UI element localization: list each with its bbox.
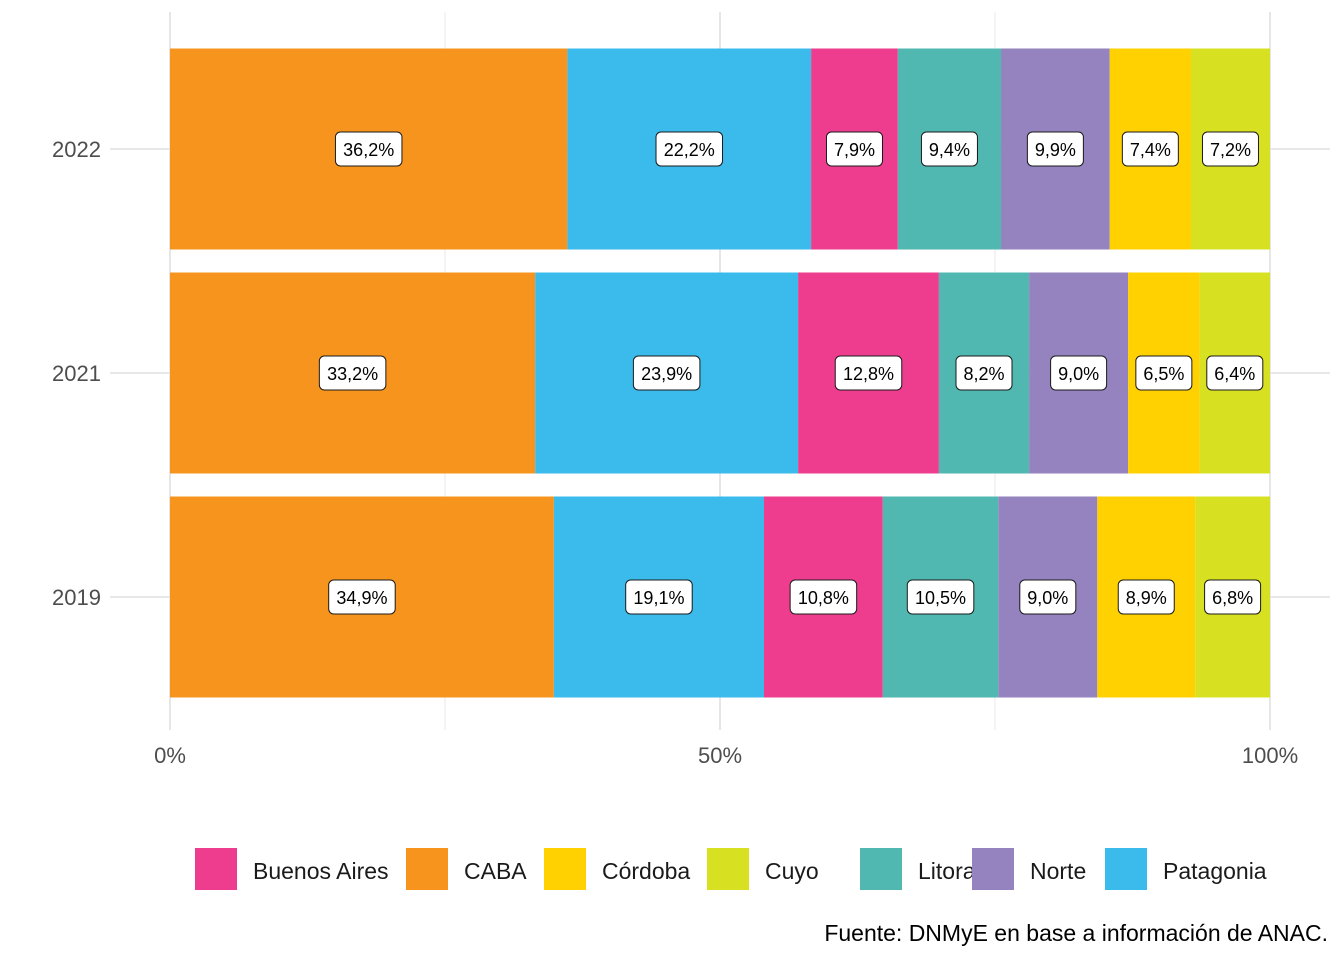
data-label-2019: 8,9% — [1117, 579, 1175, 615]
data-label-text: 34,9% — [336, 588, 387, 608]
data-label-2021: 23,9% — [632, 355, 701, 391]
data-label-text: 7,4% — [1130, 140, 1171, 160]
data-label-2022: 7,9% — [825, 131, 883, 167]
y-tick-label: 2022 — [52, 137, 101, 162]
legend-label: Buenos Aires — [253, 858, 389, 884]
x-tick-label: 100% — [1242, 743, 1298, 768]
data-label-text: 7,9% — [834, 140, 875, 160]
data-label-2019: 10,8% — [789, 579, 858, 615]
legend-label: Litoral — [918, 858, 981, 884]
data-label-box — [1026, 131, 1084, 167]
data-label-box — [1117, 579, 1175, 615]
data-label-box — [632, 355, 701, 391]
data-label-box — [1019, 579, 1077, 615]
data-label-text: 10,8% — [798, 588, 849, 608]
data-label-text: 12,8% — [843, 364, 894, 384]
legend-label: Cuyo — [765, 858, 819, 884]
x-tick-label: 50% — [698, 743, 742, 768]
data-label-box — [625, 579, 693, 615]
data-label-box — [789, 579, 858, 615]
data-label-box — [318, 355, 387, 391]
data-label-box — [334, 131, 403, 167]
data-label-text: 6,4% — [1214, 364, 1255, 384]
data-label-text: 9,9% — [1035, 140, 1076, 160]
data-label-text: 7,2% — [1210, 140, 1251, 160]
data-label-text: 10,5% — [915, 588, 966, 608]
legend-swatch — [860, 848, 902, 890]
data-label-box — [955, 355, 1013, 391]
source-caption: Fuente: DNMyE en base a información de A… — [824, 920, 1328, 946]
y-axis: 2022 2021 2019 — [52, 137, 101, 610]
data-label-box — [1206, 355, 1264, 391]
legend-label: Norte — [1030, 858, 1087, 884]
y-tick-label: 2019 — [52, 585, 101, 610]
legend-label: CABA — [464, 858, 527, 884]
data-label-2022: 9,9% — [1026, 131, 1084, 167]
data-label-2021: 12,8% — [834, 355, 903, 391]
data-label-text: 36,2% — [343, 140, 394, 160]
legend-label: Patagonia — [1163, 858, 1267, 884]
data-label-text: 6,8% — [1212, 588, 1253, 608]
data-label-2021: 8,2% — [955, 355, 1013, 391]
data-label-text: 22,2% — [664, 140, 715, 160]
data-label-box — [1050, 355, 1108, 391]
data-label-text: 33,2% — [327, 364, 378, 384]
legend-swatch — [544, 848, 586, 890]
data-label-2022: 7,2% — [1201, 131, 1259, 167]
x-axis: 0% 50% 100% — [154, 743, 1298, 768]
data-label-text: 6,5% — [1143, 364, 1184, 384]
data-label-2021: 6,4% — [1206, 355, 1264, 391]
data-label-2022: 9,4% — [920, 131, 978, 167]
data-label-box — [1135, 355, 1193, 391]
data-label-2022: 36,2% — [334, 131, 403, 167]
y-tick-label: 2021 — [52, 361, 101, 386]
data-label-text: 19,1% — [633, 588, 684, 608]
legend-swatch — [707, 848, 749, 890]
legend-label: Córdoba — [602, 858, 691, 884]
legend-swatch — [1105, 848, 1147, 890]
data-label-text: 8,2% — [963, 364, 1004, 384]
data-label-text: 9,0% — [1027, 588, 1068, 608]
data-label-box — [1201, 131, 1259, 167]
data-label-2022: 7,4% — [1121, 131, 1179, 167]
data-label-2021: 33,2% — [318, 355, 387, 391]
data-labels: 36,2% 22,2% 7,9% 9,4% 9,9% 7,4% 7,2% 33,2% 23,9%… — [318, 131, 1264, 615]
data-label-2019: 34,9% — [328, 579, 396, 615]
data-label-text: 9,4% — [929, 140, 970, 160]
data-label-box — [920, 131, 978, 167]
data-label-box — [328, 579, 396, 615]
data-label-text: 23,9% — [641, 364, 692, 384]
data-label-2019: 19,1% — [625, 579, 693, 615]
data-label-box — [655, 131, 724, 167]
data-label-2019: 10,5% — [906, 579, 975, 615]
data-label-2022: 22,2% — [655, 131, 724, 167]
data-label-2021: 9,0% — [1050, 355, 1108, 391]
data-label-box — [825, 131, 883, 167]
x-tick-label: 0% — [154, 743, 186, 768]
legend-swatch — [195, 848, 237, 890]
data-label-2019: 9,0% — [1019, 579, 1077, 615]
data-label-box — [1121, 131, 1179, 167]
data-label-text: 9,0% — [1058, 364, 1099, 384]
data-label-box — [834, 355, 903, 391]
data-label-box — [1204, 579, 1262, 615]
legend-swatch — [972, 848, 1014, 890]
legend-swatch — [406, 848, 448, 890]
data-label-2021: 6,5% — [1135, 355, 1193, 391]
data-label-text: 8,9% — [1126, 588, 1167, 608]
data-label-box — [906, 579, 975, 615]
data-label-2019: 6,8% — [1204, 579, 1262, 615]
